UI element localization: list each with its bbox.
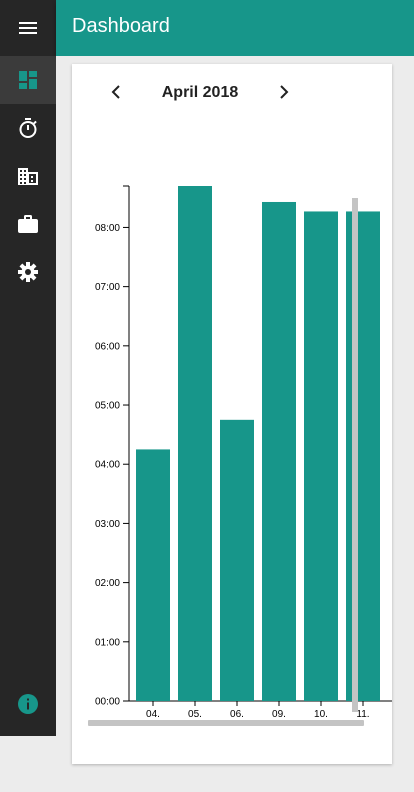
chevron-right-icon [280, 85, 289, 99]
chart-card: April 2018 00:00 01:00 02:00 03:00 04:00 05:0… [72, 64, 392, 764]
gear-icon [18, 262, 38, 282]
chart-bar [220, 419, 254, 701]
y-tick-label: 04:00 [95, 460, 120, 471]
chevron-left-icon [111, 85, 120, 99]
vertical-scrollbar-thumb[interactable] [352, 198, 358, 712]
vertical-scrollbar-track [408, 112, 414, 792]
y-tick-label: 01:00 [95, 637, 120, 648]
x-tick-label: 05. [188, 709, 202, 720]
horizontal-scrollbar-thumb[interactable] [88, 720, 364, 726]
next-month-button[interactable] [274, 78, 294, 106]
main-content: April 2018 00:00 01:00 02:00 03:00 04:00 05:0… [56, 56, 414, 792]
y-tick-label: 05:00 [95, 401, 120, 412]
briefcase-icon [18, 215, 38, 233]
info-button[interactable] [16, 692, 40, 716]
info-icon [18, 694, 38, 714]
x-tick-label: 06. [230, 709, 244, 720]
x-tick-label: 11. [356, 709, 369, 720]
x-tick-label: 09. [272, 709, 286, 720]
x-tick-label: 10. [314, 709, 328, 720]
page-title: Dashboard [72, 15, 170, 37]
sidebar-item-timer[interactable] [0, 104, 56, 152]
previous-month-button[interactable] [106, 78, 126, 106]
month-navigator: April 2018 [72, 76, 328, 110]
x-tick-label: 04. [146, 709, 160, 720]
y-tick-label: 06:00 [95, 341, 120, 352]
timer-icon [19, 118, 37, 138]
chart-bar [136, 449, 170, 701]
sidebar-item-buildings[interactable] [0, 152, 56, 200]
chart-bar [346, 211, 380, 701]
y-tick-label: 03:00 [95, 519, 120, 530]
menu-button[interactable] [0, 0, 56, 56]
working-hours-chart: 00:00 01:00 02:00 03:00 04:00 05:00 06:00 07:00… [95, 185, 392, 720]
app-bar: Dashboard [56, 0, 414, 56]
chart-bar [178, 186, 212, 701]
y-tick-label: 07:00 [95, 282, 120, 293]
chart-bar [304, 211, 338, 701]
sidebar-item-projects[interactable] [0, 200, 56, 248]
y-tick-label: 00:00 [95, 697, 120, 708]
sidebar-item-settings[interactable] [0, 248, 56, 296]
month-label: April 2018 [161, 84, 239, 101]
chart-bar [262, 201, 296, 701]
hamburger-menu-icon [19, 22, 37, 34]
building-icon [18, 168, 38, 185]
y-tick-label: 08:00 [95, 223, 120, 234]
sidebar [0, 0, 56, 736]
dashboard-icon [19, 71, 37, 89]
y-tick-label: 02:00 [95, 578, 120, 589]
sidebar-item-dashboard[interactable] [0, 56, 56, 104]
